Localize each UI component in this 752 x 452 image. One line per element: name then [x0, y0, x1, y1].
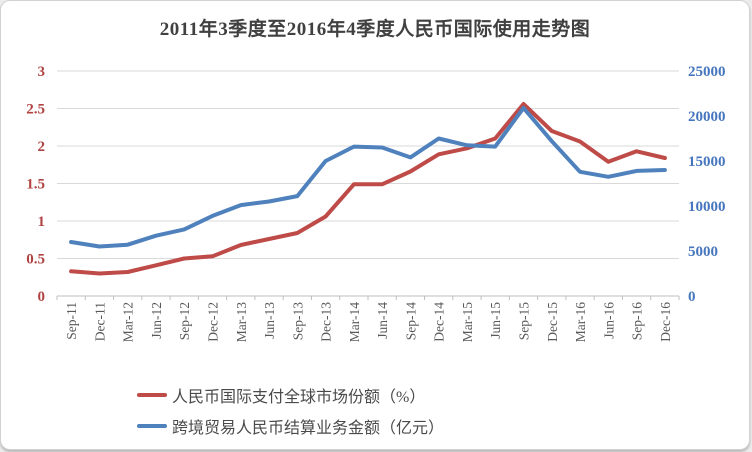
legend: 人民币国际支付全球市场份额（%） 跨境贸易人民币结算业务金额（亿元） [137, 384, 444, 446]
x-axis-label: Sep-12 [177, 302, 192, 340]
left-axis-tick-label: 0 [38, 289, 46, 305]
x-axis-label: Mar-14 [347, 302, 362, 342]
right-axis-tick-label: 20000 [688, 109, 726, 125]
x-axis-label: Sep-11 [64, 302, 79, 340]
x-axis-label: Jun-12 [149, 302, 164, 339]
legend-label-settlement-amount: 跨境贸易人民币结算业务金额（亿元） [172, 419, 445, 437]
x-axis-label: Sep-13 [290, 302, 305, 340]
chart-title: 2011年3季度至2016年4季度人民币国际使用走势图 [159, 19, 591, 40]
x-axis-label: Dec-15 [545, 302, 560, 342]
left-axis-tick-label: 2.5 [26, 102, 45, 118]
x-axis-label: Dec-12 [206, 302, 221, 342]
x-axis-label: Jun-14 [375, 302, 390, 339]
right-axis-tick-label: 0 [688, 289, 696, 305]
x-axis-label: Mar-16 [573, 302, 588, 342]
left-axis-tick-label: 2 [38, 139, 46, 155]
right-axis-tick-label: 25000 [688, 64, 726, 80]
x-axis-label: Mar-12 [121, 302, 136, 342]
x-axis-label: Dec-11 [92, 302, 107, 341]
x-axis-label: Sep-14 [403, 302, 418, 340]
blue-line-swatch [137, 423, 167, 428]
x-axis-label: Sep-16 [630, 302, 645, 340]
x-axis-label: Sep-15 [517, 302, 532, 340]
legend-label-payment-share: 人民币国际支付全球市场份额（%） [172, 388, 426, 406]
x-axis-label: Dec-16 [658, 302, 673, 342]
left-axis-tick-label: 3 [38, 64, 46, 80]
series-line-settlement-amount [69, 105, 667, 249]
right-axis-tick-label: 15000 [688, 154, 726, 170]
right-axis-tick-label: 10000 [688, 199, 726, 215]
x-axis-label: Jun-13 [262, 302, 277, 339]
x-axis-label: Dec-13 [319, 302, 334, 342]
series-line-payment-share [69, 102, 667, 276]
red-line-swatch [137, 392, 167, 397]
x-axis-label: Mar-13 [234, 302, 249, 342]
x-axis-label: Mar-15 [460, 302, 475, 342]
x-axis-label: Jun-15 [488, 302, 503, 339]
x-axis-label: Jun-16 [601, 302, 616, 339]
x-axis-label: Dec-14 [432, 302, 447, 342]
left-axis-tick-label: 1 [38, 214, 46, 230]
left-axis-tick-label: 0.5 [26, 252, 45, 268]
legend-item-settlement-amount[interactable]: 跨境贸易人民币结算业务金额（亿元） [137, 415, 445, 437]
legend-item-payment-share[interactable]: 人民币国际支付全球市场份额（%） [137, 384, 444, 406]
right-axis-tick-label: 5000 [688, 244, 718, 260]
left-axis-tick-label: 1.5 [26, 177, 45, 193]
